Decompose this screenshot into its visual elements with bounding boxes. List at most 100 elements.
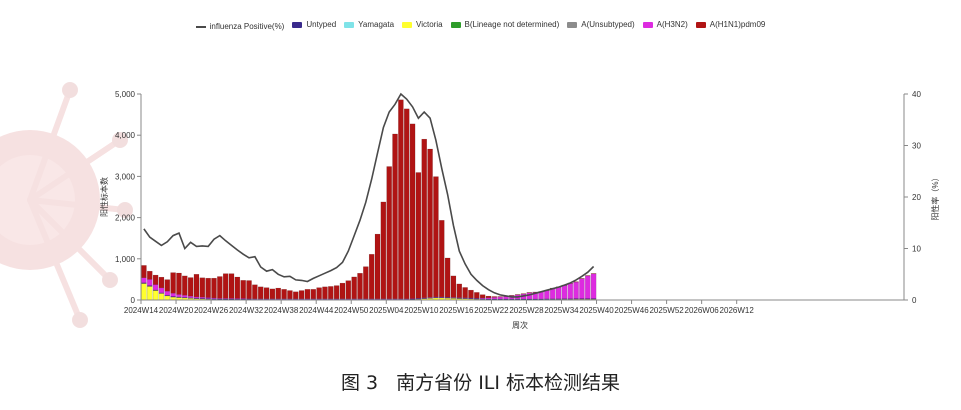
bar-H1N1 [235,277,240,298]
bar-H1N1 [206,278,211,297]
figure-title: 南方省份 ILI 标本检测结果 [396,372,620,394]
bar-H1N1 [322,287,327,299]
x-tick-label: 2025W28 [509,306,544,315]
bar-H1N1 [147,271,152,279]
x-tick-label: 2025W40 [579,306,614,315]
x-tick-label: 2025W34 [544,306,579,315]
bar-H1N1 [387,167,392,299]
bar-H3N2 [579,279,584,299]
bar-H1N1 [287,291,292,299]
figure-number: 图 3 [341,372,378,394]
bar-Victoria [147,286,152,300]
bar-H1N1 [305,289,310,298]
y-axis-title: 阳性标本数 [99,177,109,217]
bar-H1N1 [293,292,298,299]
bar-H1N1 [404,109,409,299]
x-tick-label: 2026W12 [720,306,755,315]
bar-H1N1 [433,177,438,297]
bar-H1N1 [282,289,287,298]
y2-tick-label: 40 [912,90,921,99]
bar-H1N1 [451,276,456,297]
x-tick-label: 2025W04 [369,306,404,315]
bar-H1N1 [176,273,181,294]
bar-H1N1 [328,286,333,298]
bar-H3N2 [147,279,152,285]
bar-H3N2 [492,297,497,299]
bar-H1N1 [346,281,351,299]
bar-H1N1 [317,288,322,299]
figure-caption: 图 3 南方省份 ILI 标本检测结果 [0,368,961,395]
bar-H1N1 [217,277,222,299]
bar-H1N1 [422,139,427,298]
bar-H1N1 [410,124,415,299]
x-tick-label: 2025W52 [649,306,684,315]
bar-H3N2 [562,285,567,298]
y-tick-label: 1,000 [115,255,136,264]
bar-H1N1 [182,276,187,295]
x-tick-label: 2024W50 [334,306,369,315]
x-tick-label: 2024W44 [299,306,334,315]
bar-H1N1 [416,172,421,298]
bar-H3N2 [498,297,503,299]
bar-H1N1 [311,289,316,298]
x-tick-label: 2025W16 [439,306,474,315]
bar-H1N1 [188,278,193,297]
bar-H1N1 [363,267,368,299]
bar-Victoria [159,293,164,300]
bar-H1N1 [474,292,479,298]
bar-Victoria [153,291,158,300]
bar-H1N1 [398,100,403,299]
bar-H3N2 [574,282,579,298]
bar-H1N1 [480,295,485,298]
bar-H3N2 [544,291,549,299]
x-tick-label: 2025W10 [404,306,439,315]
bar-H1N1 [171,273,176,294]
bar-H3N2 [591,274,596,299]
chart-svg: 0 1,000 2,000 3,000 4,000 5,000 0 10 20 30 40 2024W… [0,0,961,360]
bar-H1N1 [276,288,281,299]
positive-rate-line [144,94,594,297]
bar-H1N1 [153,275,158,284]
y2-axis-title: 阳性率（%） [930,173,940,220]
bar-H3N2 [153,285,158,290]
bar-H1N1 [439,220,444,297]
bar-H3N2 [585,276,590,299]
bar-H3N2 [188,296,193,298]
y-tick-label: 2,000 [115,214,136,223]
x-tick-label: 2024W20 [159,306,194,315]
y-tick-label: 0 [131,296,136,305]
bar-H1N1 [252,285,257,299]
x-tick-label: 2025W46 [614,306,649,315]
x-tick-label: 2025W22 [474,306,509,315]
x-tick-label: 2024W26 [194,306,229,315]
bar-H3N2 [141,278,146,283]
bar-H1N1 [381,202,386,299]
y-tick-label: 3,000 [115,172,136,181]
bar-H1N1 [352,277,357,299]
bar-H1N1 [463,287,468,297]
y2-tick-label: 10 [912,245,921,254]
bar-H1N1 [369,254,374,298]
bar-H1N1 [486,296,491,298]
bar-H3N2 [568,283,573,298]
y-tick-label: 5,000 [115,90,136,99]
y2-tick-label: 20 [912,193,921,202]
bar-H1N1 [247,281,252,299]
bar-H1N1 [264,288,269,299]
bar-H3N2 [171,293,176,296]
bar-H3N2 [550,288,555,298]
bar-H1N1 [165,280,170,292]
bar-H3N2 [159,288,164,293]
bar-H1N1 [375,234,380,299]
bar-Victoria [165,296,170,300]
bar-H1N1 [445,258,450,297]
bar-H1N1 [200,278,205,297]
bar-H1N1 [357,273,362,299]
bar-H1N1 [340,283,345,299]
bar-H3N2 [182,295,187,297]
bar-H3N2 [165,291,170,295]
bar-H1N1 [270,289,275,299]
bar-H1N1 [428,149,433,297]
x-tick-label: 2024W32 [229,306,264,315]
bar-H1N1 [468,290,473,298]
